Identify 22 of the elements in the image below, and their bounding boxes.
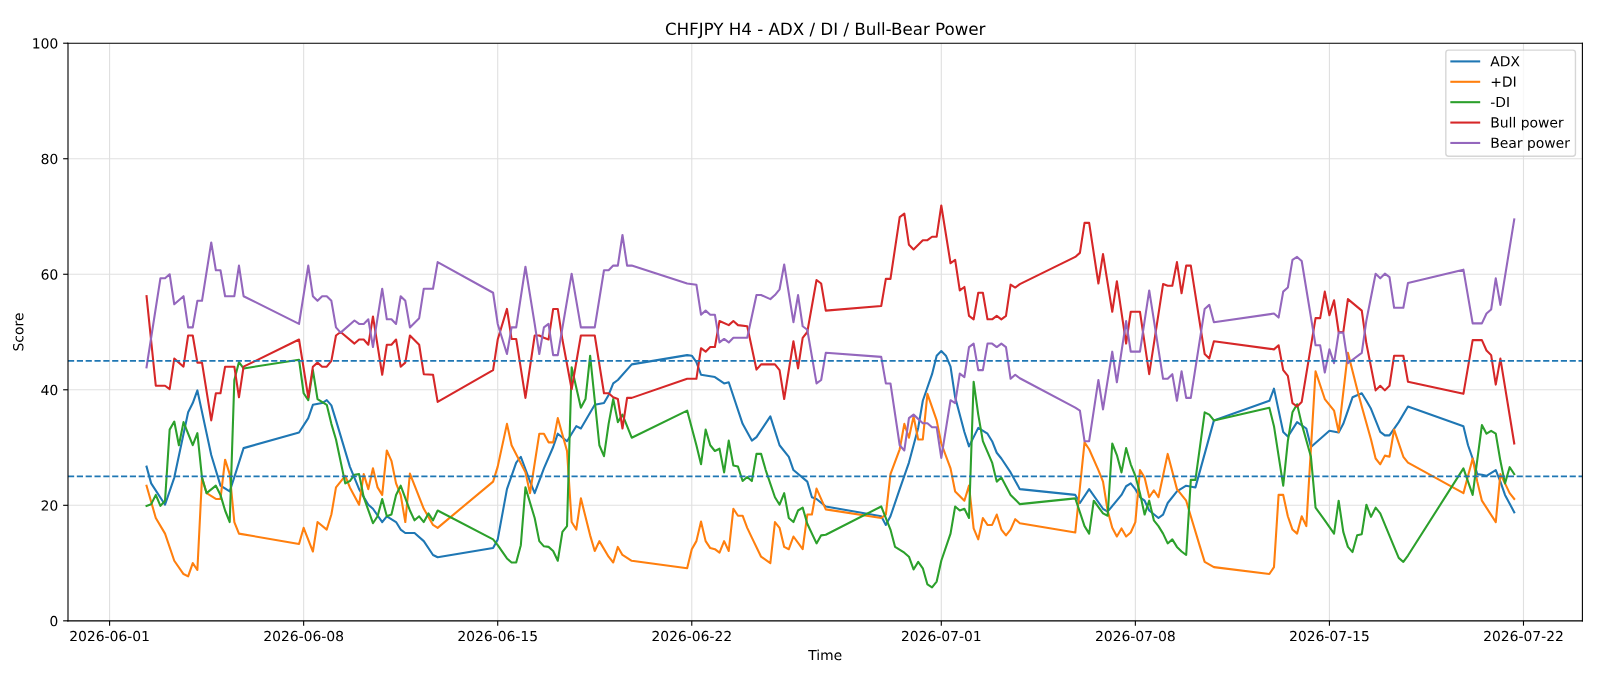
- x-tick-label: 2026-06-08: [264, 630, 344, 642]
- x-tick-label: 2026-07-22: [1484, 630, 1563, 642]
- y-tick-label: 40: [41, 384, 58, 396]
- x-tick-label: 2026-07-01: [901, 630, 981, 642]
- legend-label: Bear power: [1491, 137, 1570, 151]
- x-tick-label: 2026-07-15: [1290, 630, 1369, 642]
- y-tick-label: 80: [41, 153, 58, 165]
- legend-label: ADX: [1490, 56, 1520, 67]
- x-tick-label: 2026-06-22: [652, 630, 731, 642]
- x-tick-label: 2026-06-15: [458, 630, 537, 642]
- x-tick-label: 2026-06-01: [70, 630, 149, 642]
- x-tick-label: 2026-07-08: [1096, 630, 1175, 642]
- y-tick-label: 100: [33, 38, 58, 49]
- y-axis-title: Score: [13, 313, 24, 351]
- y-tick-label: 20: [41, 500, 58, 511]
- y-tick-label: 0: [50, 615, 58, 627]
- legend-label: Bull power: [1491, 116, 1564, 131]
- x-axis-title: Time: [808, 649, 842, 661]
- y-tick-label: 60: [41, 269, 58, 280]
- legend-label: +DI: [1491, 76, 1516, 87]
- chart-title: CHFJPY H4 - ADX / DI / Bull-Bear Power: [665, 22, 986, 39]
- legend-label: -DI: [1490, 96, 1509, 108]
